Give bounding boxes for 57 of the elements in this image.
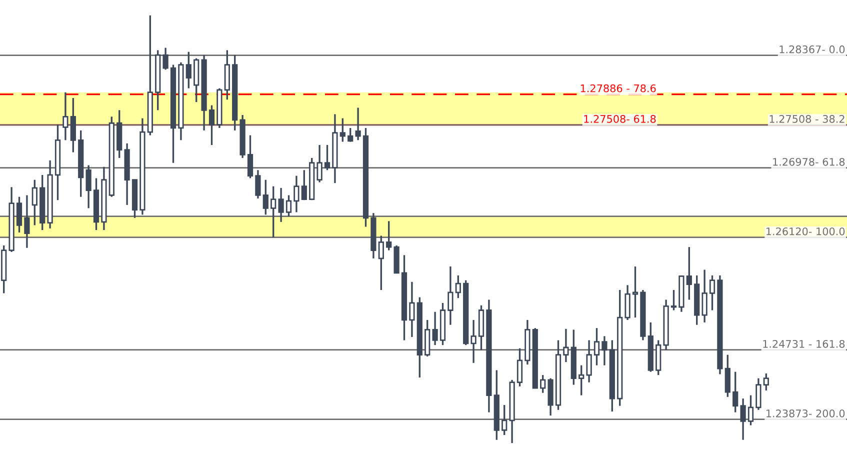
candlestick [763, 372, 769, 392]
candlestick [516, 347, 523, 388]
candlestick [724, 354, 730, 398]
candlestick [586, 339, 592, 384]
candlestick [502, 404, 508, 436]
candlestick [732, 370, 738, 414]
candlestick [432, 311, 438, 346]
candlestick [70, 97, 76, 154]
candlestick [162, 46, 168, 70]
candlestick [702, 268, 708, 324]
candlestick [270, 185, 276, 238]
candlestick [602, 335, 608, 366]
candlestick [301, 169, 307, 201]
candlestick [409, 281, 415, 338]
candlestick [316, 144, 322, 184]
ref-line-label: 1.27886 - 78.6 [580, 84, 656, 92]
ref-line-label: 1.27508- 61.8 [584, 115, 656, 123]
candlestick [756, 377, 762, 411]
candlestick [448, 266, 454, 326]
candlestick [208, 104, 215, 146]
candlestick [748, 394, 754, 426]
candlestick [624, 284, 630, 321]
candlestick [32, 178, 38, 226]
candlestick [709, 274, 716, 312]
candlestick [340, 117, 346, 143]
candlestick [324, 144, 330, 171]
candlestick [632, 266, 638, 318]
candlestick [24, 194, 30, 249]
candlestick [247, 134, 254, 180]
ref-line-label: 1.23873- 200.0 [766, 409, 845, 418]
candlestick [355, 106, 361, 141]
candlestick [62, 92, 68, 141]
candlestick [540, 374, 546, 394]
ref-line-label: 1.26120- 100.0 [766, 227, 845, 236]
candlestick [594, 327, 600, 366]
ref-line-label: 1.27508 - 38.2 [770, 115, 844, 123]
candlestick [470, 319, 476, 364]
candlestick [578, 364, 584, 396]
candlestick [686, 246, 692, 301]
candlestick [740, 398, 746, 441]
candlestick [563, 328, 569, 363]
candlestick [278, 187, 284, 223]
ref-line-label: 1.26978- 61.8 [773, 158, 845, 166]
candlestick [255, 169, 261, 200]
candlestick [348, 127, 354, 143]
ref-line-label: 1.28367- 0.0 [780, 45, 845, 54]
candlestick [386, 220, 392, 252]
candlestick [294, 174, 300, 214]
candlestick [262, 178, 268, 216]
candlestick [670, 289, 677, 312]
candlestick [286, 194, 292, 218]
candlestick [186, 51, 192, 90]
candlestick [378, 234, 384, 291]
candlestick [86, 164, 92, 210]
candlestick [16, 196, 22, 234]
candlestick [455, 274, 461, 299]
ref-line-label: 1.24731 - 161.8 [763, 340, 845, 348]
